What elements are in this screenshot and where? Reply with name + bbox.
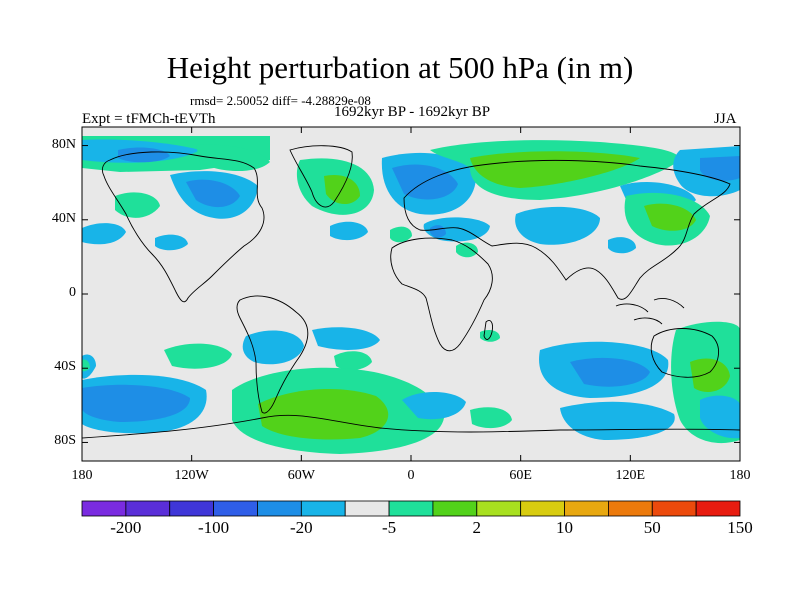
lat-tick-label: 40N bbox=[51, 210, 76, 226]
colorbar-swatch bbox=[125, 500, 171, 517]
map-title: Height perturbation at 500 hPa (in m) bbox=[166, 50, 634, 85]
colorbar-swatch bbox=[344, 500, 390, 517]
negative-anomaly-region bbox=[700, 156, 740, 181]
positive-anomaly-region bbox=[644, 203, 696, 231]
negative-anomaly-region bbox=[242, 330, 304, 365]
period-label: 1692kyr BP - 1692kyr BP bbox=[333, 104, 491, 120]
colorbar-swatch bbox=[169, 500, 215, 517]
colorbar-label: -20 bbox=[289, 518, 313, 537]
negative-anomaly-region bbox=[186, 179, 240, 208]
colorbar-swatch bbox=[608, 500, 653, 517]
australia-coastline bbox=[650, 328, 719, 378]
colorbar-swatch bbox=[213, 500, 258, 517]
lat-tick-label: 0 bbox=[69, 285, 76, 300]
negative-anomaly-region bbox=[608, 237, 636, 254]
negative-anomaly-region bbox=[402, 391, 466, 420]
lat-tick-label: 80N bbox=[51, 136, 76, 152]
positive-anomaly-region bbox=[258, 389, 389, 440]
colorbar-label: -5 bbox=[381, 518, 397, 537]
positive-anomaly-region bbox=[470, 407, 512, 429]
lat-tick-label: 80S bbox=[54, 433, 76, 449]
contour-fills bbox=[82, 136, 740, 454]
negative-anomaly-region bbox=[560, 401, 675, 440]
experiment-label: Expt = tFMCh-tEVTh bbox=[82, 111, 216, 127]
colorbar-label: 2 bbox=[472, 518, 482, 537]
colorbar-label: -200 bbox=[110, 518, 142, 537]
colorbar bbox=[81, 500, 741, 517]
positive-anomaly-region bbox=[164, 343, 232, 369]
colorbar-label: -100 bbox=[198, 518, 230, 537]
positive-anomaly-region bbox=[470, 151, 640, 188]
colorbar-swatch bbox=[520, 500, 565, 517]
indonesia-coastline bbox=[615, 297, 685, 325]
negative-anomaly-region bbox=[155, 234, 188, 251]
colorbar-swatch bbox=[432, 500, 478, 517]
lon-tick-label: 60W bbox=[287, 468, 315, 483]
positive-anomaly-region bbox=[334, 351, 372, 371]
positive-anomaly-region bbox=[115, 192, 160, 218]
positive-anomaly-region bbox=[456, 242, 478, 258]
season-label: JJA bbox=[714, 111, 737, 127]
colorbar-swatch bbox=[81, 500, 127, 517]
madagascar-coastline bbox=[483, 320, 493, 340]
lon-tick-label: 60E bbox=[509, 468, 532, 483]
colorbar-swatch bbox=[257, 500, 302, 517]
colorbar-swatch bbox=[476, 500, 522, 517]
colorbar-label: 50 bbox=[643, 518, 661, 537]
lon-tick-label: 180 bbox=[729, 468, 751, 483]
colorbar-label: 10 bbox=[556, 518, 574, 537]
lat-tick-label: 40S bbox=[54, 359, 76, 375]
colorbar-swatch bbox=[651, 500, 697, 517]
africa-coastline bbox=[390, 237, 493, 352]
greenland-coastline bbox=[289, 145, 353, 208]
negative-anomaly-region bbox=[700, 395, 740, 439]
rmsd-diff-stats: rmsd= 2.50052 diff= -4.28829e-08 bbox=[190, 93, 371, 108]
coastlines bbox=[82, 145, 740, 439]
eurasia-coastline bbox=[403, 159, 731, 300]
axis-ticks bbox=[81, 127, 741, 461]
negative-anomaly-region bbox=[570, 357, 650, 387]
south-america-coastline bbox=[236, 295, 309, 414]
negative-anomaly-region bbox=[82, 223, 126, 245]
antarctica-coastline bbox=[82, 414, 740, 439]
negative-anomaly-region bbox=[515, 206, 600, 245]
lon-tick-label: 120W bbox=[174, 468, 209, 483]
colorbar-swatch bbox=[564, 500, 609, 517]
negative-anomaly-region bbox=[312, 327, 380, 350]
colorbar-label: 150 bbox=[727, 518, 753, 537]
colorbar-swatch bbox=[388, 500, 434, 517]
north-america-coastline bbox=[101, 151, 265, 303]
lon-tick-label: 180 bbox=[71, 468, 93, 483]
colorbar-swatch bbox=[695, 500, 741, 517]
positive-anomaly-region bbox=[390, 226, 412, 243]
positive-anomaly-region bbox=[196, 144, 270, 172]
lon-tick-label: 0 bbox=[407, 468, 415, 483]
negative-anomaly-region bbox=[330, 221, 368, 241]
colorbar-swatch bbox=[300, 500, 346, 517]
positive-anomaly-region bbox=[690, 358, 730, 392]
negative-anomaly-region bbox=[118, 147, 170, 163]
negative-anomaly-region bbox=[82, 384, 190, 422]
lon-tick-label: 120E bbox=[615, 468, 646, 483]
